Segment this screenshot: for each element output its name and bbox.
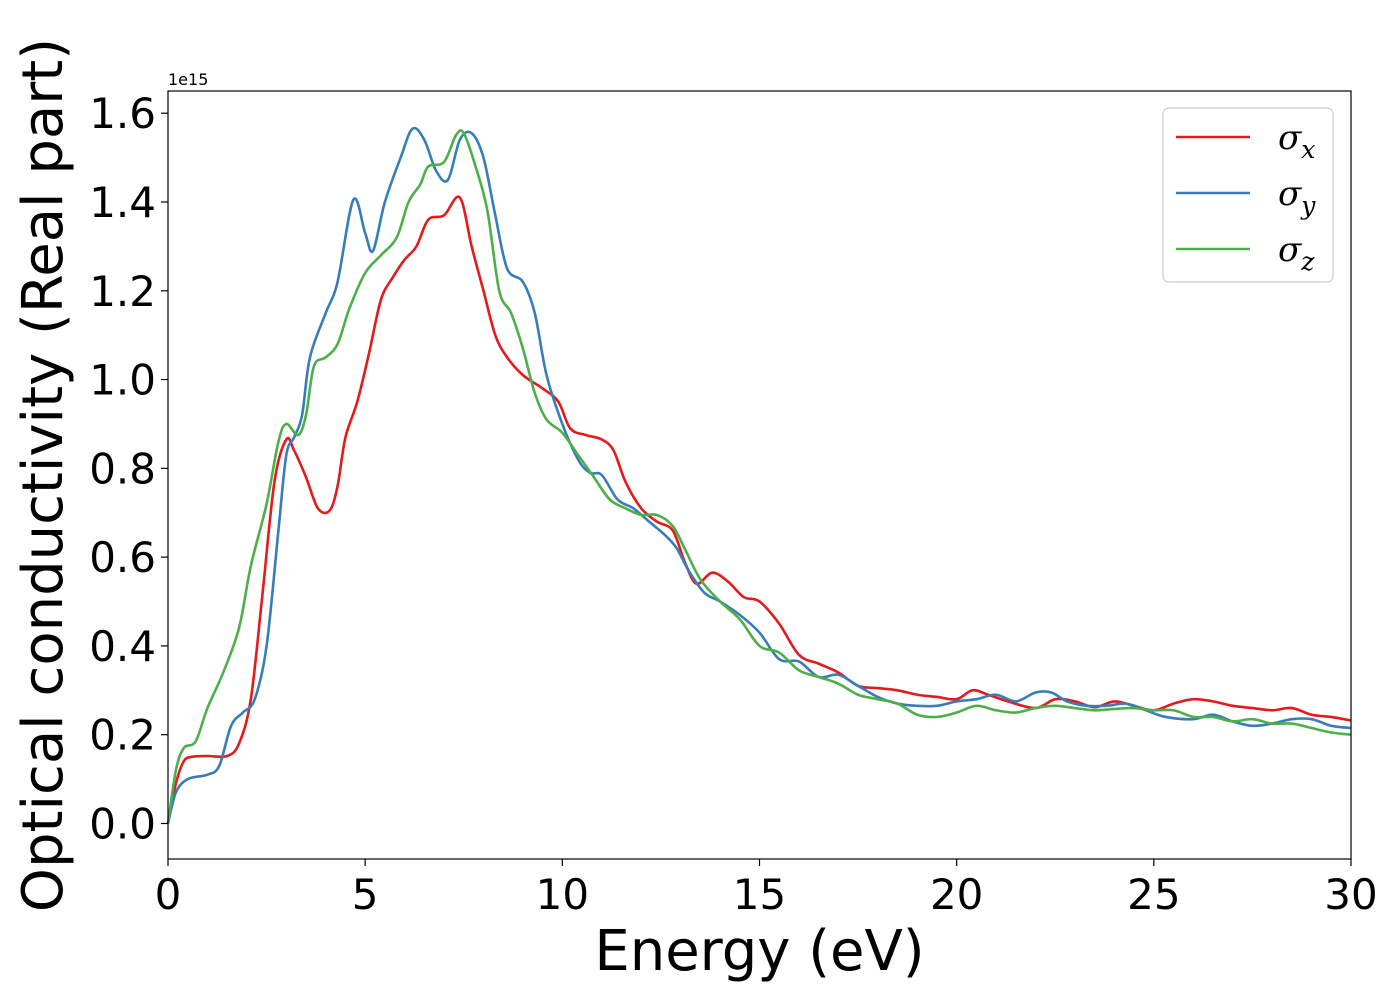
x-tick-label: 25	[1127, 870, 1180, 919]
x-axis-ticks: 0 5 10 15 20 25 30	[155, 859, 1378, 919]
x-axis-title: Energy (eV)	[594, 919, 924, 984]
y-tick-label: 0.4	[89, 622, 156, 671]
series-line-sigma-y	[166, 126, 1352, 824]
y-tick-label: 0.6	[89, 533, 156, 582]
y-offset-label: 1e15	[168, 70, 208, 89]
y-tick-label: 0.8	[89, 444, 156, 493]
legend: σx σy σz	[1162, 107, 1334, 283]
x-tick-label: 10	[536, 870, 589, 919]
y-tick-label: 1.2	[89, 267, 156, 316]
legend-box	[1162, 107, 1334, 283]
y-tick-label: 1.6	[89, 89, 156, 138]
legend-label-sigma-y: σy	[1278, 174, 1316, 220]
y-tick-label: 0.0	[89, 799, 156, 848]
y-tick-label: 1.4	[89, 178, 156, 227]
series-line-sigma-z	[166, 129, 1352, 824]
y-axis-ticks: 0.0 0.2 0.4 0.6 0.8 1.0 1.2 1.4 1.6	[89, 89, 168, 848]
x-tick-label: 20	[930, 870, 983, 919]
x-tick-label: 0	[155, 870, 182, 919]
y-axis-title: Optical conductivity (Real part)	[11, 38, 76, 912]
legend-label-sigma-x: σx	[1278, 118, 1315, 164]
y-tick-label: 0.2	[89, 711, 156, 760]
legend-label-sigma-z: σz	[1278, 230, 1315, 276]
series-lines	[166, 126, 1352, 824]
x-tick-label: 15	[733, 870, 786, 919]
x-tick-label: 30	[1324, 870, 1377, 919]
y-tick-label: 1.0	[89, 356, 156, 405]
x-tick-label: 5	[352, 870, 379, 919]
